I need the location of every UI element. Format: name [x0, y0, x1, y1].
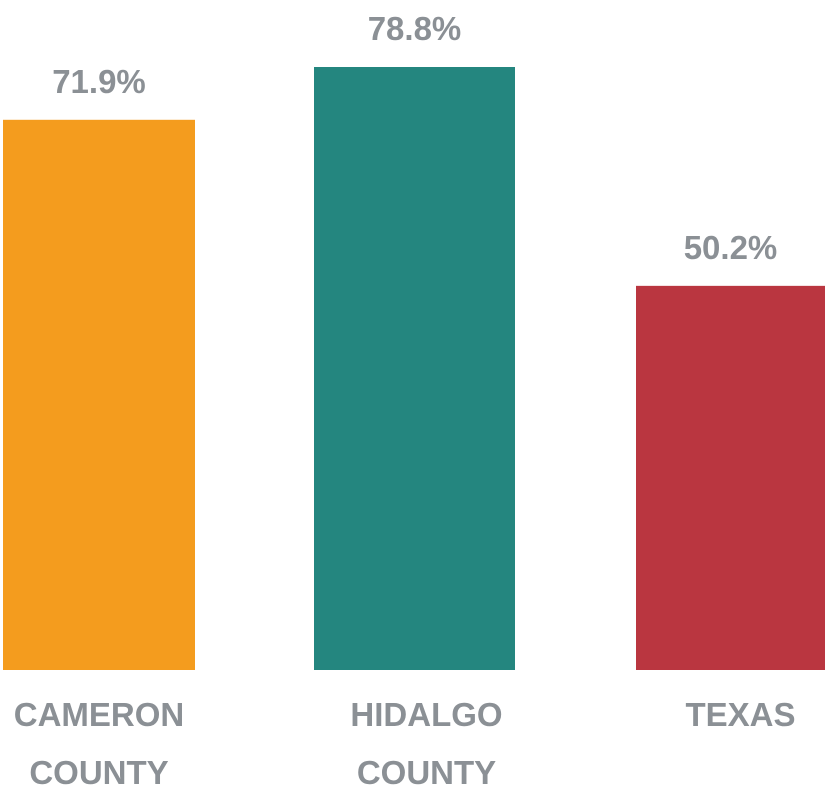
- bar: [636, 285, 825, 670]
- bar: [3, 119, 195, 670]
- x-tick-label: CAMERON COUNTY: [13, 696, 185, 787]
- value-label: 50.2%: [683, 228, 778, 266]
- x-tick-label: HIDALGO COUNTY: [350, 696, 503, 787]
- value-label: 71.9%: [52, 62, 146, 100]
- bar: [314, 67, 515, 670]
- x-tick-label: TEXAS: [685, 696, 796, 733]
- value-label: 78.8%: [367, 10, 462, 47]
